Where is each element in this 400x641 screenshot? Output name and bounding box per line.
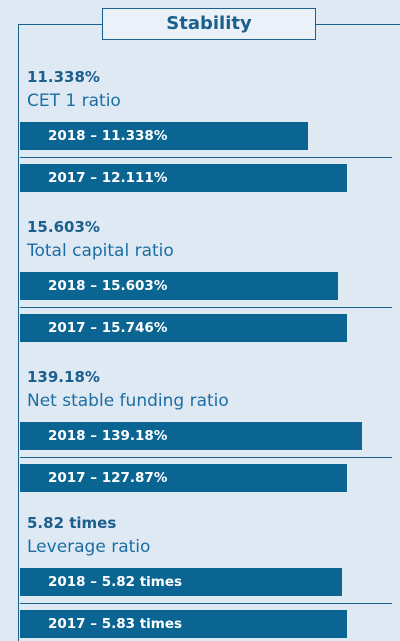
bar: 2018 – 11.338% [20,122,308,150]
separator [20,157,392,158]
bar: 2018 – 15.603% [20,272,338,300]
headline: 5.82 times [27,514,117,532]
bar: 2017 – 15.746% [20,314,347,342]
label: Total capital ratio [27,241,174,261]
headline: 15.603% [27,218,100,236]
bar: 2017 – 12.111% [20,164,347,192]
bar: 2017 – 5.83 times [20,610,347,638]
separator [20,457,392,458]
label: CET 1 ratio [27,91,121,111]
bar: 2018 – 139.18% [20,422,362,450]
title: Stability [102,8,316,40]
headline: 11.338% [27,68,100,86]
bar: 2017 – 127.87% [20,464,347,492]
separator [20,307,392,308]
separator [20,603,392,604]
label: Net stable funding ratio [27,391,229,411]
bar: 2018 – 5.82 times [20,568,342,596]
headline: 139.18% [27,368,100,386]
label: Leverage ratio [27,537,151,557]
